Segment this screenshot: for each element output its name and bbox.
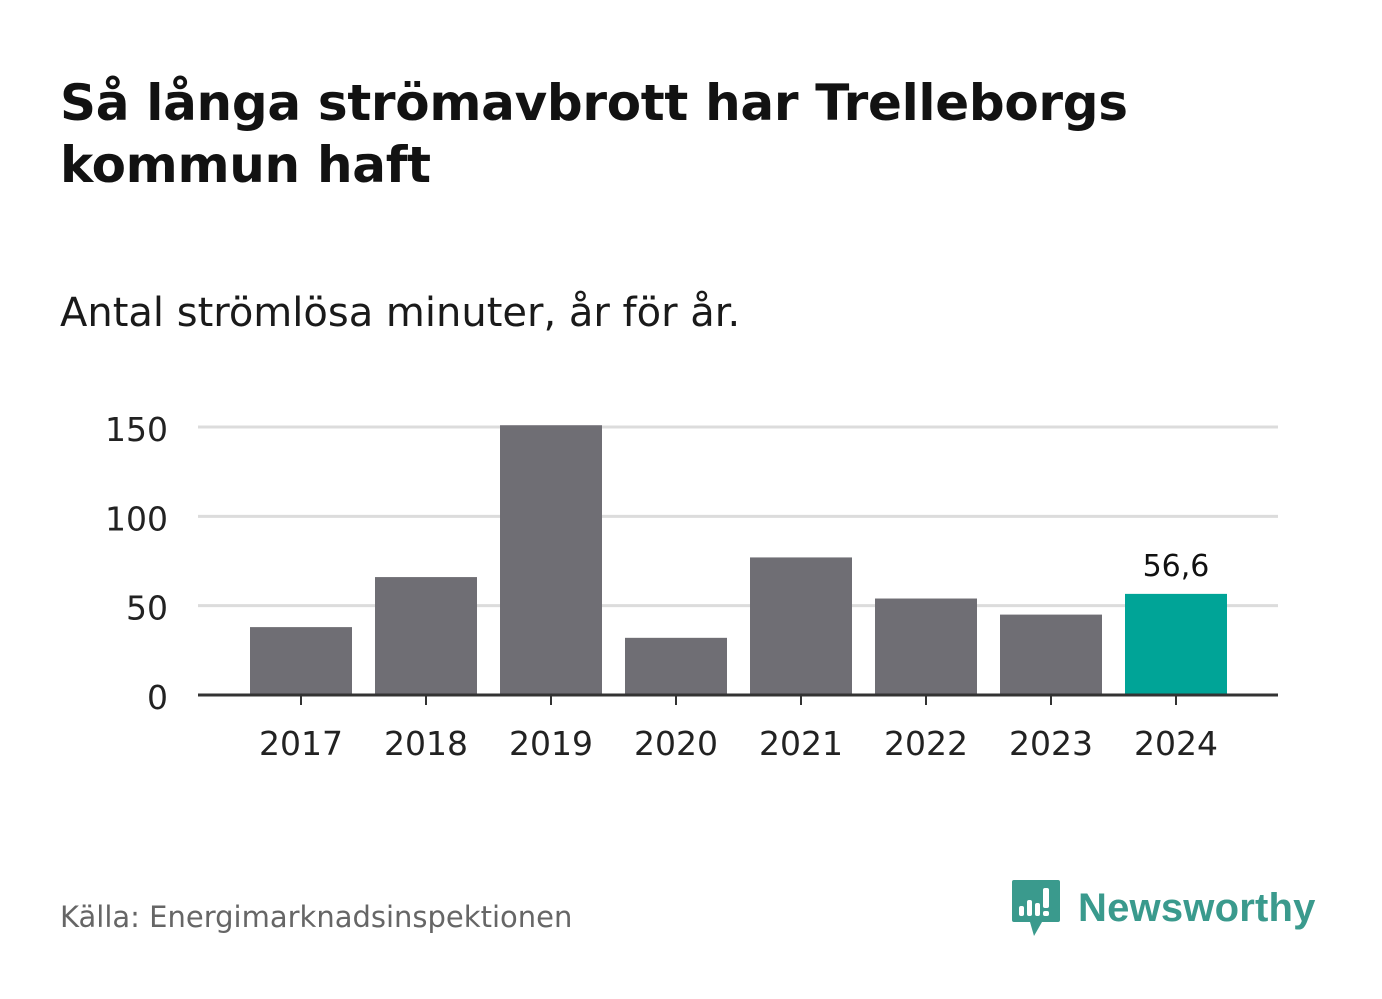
grid-layer [198, 425, 1278, 608]
data-label: 56,6 [1143, 549, 1210, 584]
bar-2017 [250, 627, 352, 695]
bar-layer [250, 425, 1227, 695]
x-tick-label: 2019 [509, 724, 593, 763]
brand-name: Newsworthy [1078, 885, 1316, 930]
bar-2020 [625, 637, 727, 695]
x-tick-label: 2022 [884, 724, 968, 763]
y-tick-label: 50 [126, 589, 168, 628]
bar-2023 [1000, 614, 1102, 695]
bar-2018 [375, 577, 477, 695]
y-tick-label: 150 [105, 410, 168, 449]
x-tick-label: 2020 [634, 724, 718, 763]
x-tick-label: 2024 [1134, 724, 1218, 763]
bar-2022 [875, 598, 977, 695]
bar-2024 [1125, 593, 1227, 695]
x-tick-label: 2021 [759, 724, 843, 763]
x-tick-label: 2017 [259, 724, 343, 763]
chart-title: Så långa strömavbrott har Trelleborgs ko… [60, 74, 1128, 194]
label-layer: 0 50 100 150 2017 2018 2019 2020 2021 2022 2023 202… [105, 410, 1218, 763]
chart-subtitle: Antal strömlösa minuter, år för år. [60, 290, 741, 336]
axis-layer [198, 693, 1278, 705]
y-tick-label: 0 [147, 678, 168, 717]
source-note: Källa: Energimarknadsinspektionen [60, 900, 573, 934]
y-tick-label: 100 [105, 499, 168, 538]
x-tick-label: 2018 [384, 724, 468, 763]
brand-logo: Newsworthy [1010, 878, 1316, 938]
bar-2021 [750, 557, 852, 695]
x-tick-label: 2023 [1009, 724, 1093, 763]
bar-chart-speech-bubble-icon [1012, 880, 1060, 936]
bar-2019 [500, 425, 602, 695]
